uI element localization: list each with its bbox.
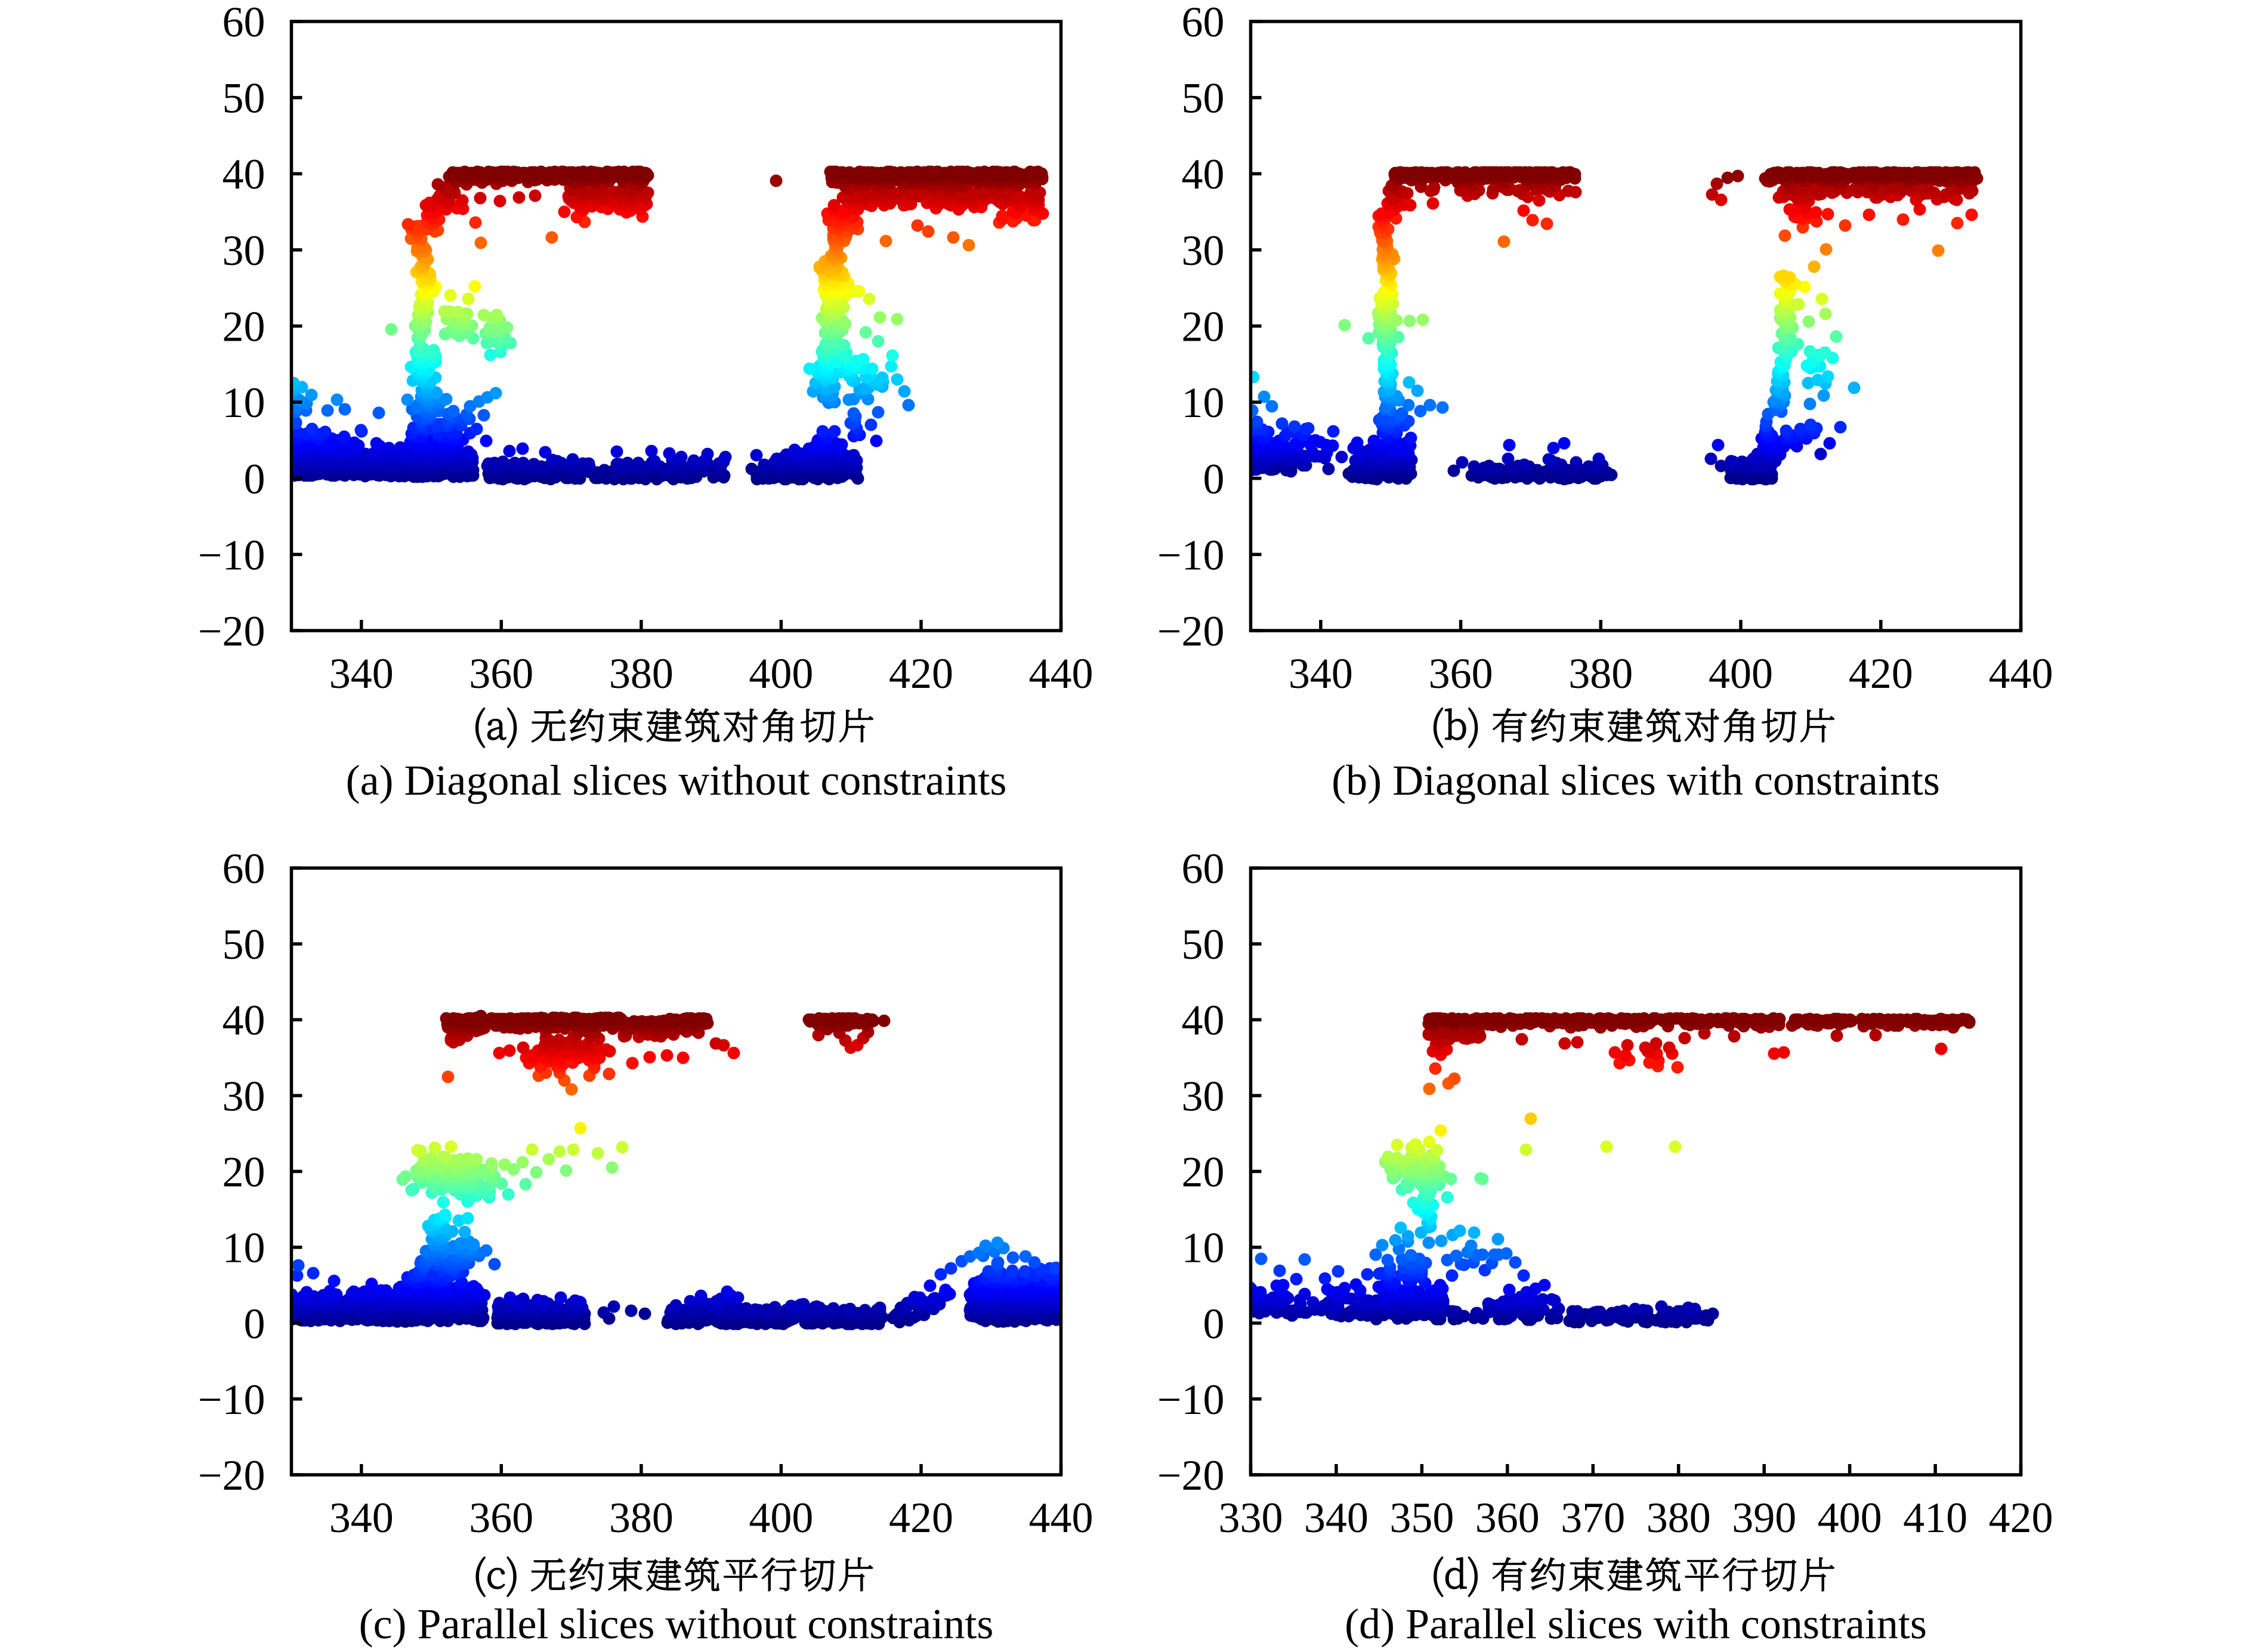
svg-text:370: 370 [1561,1494,1625,1542]
svg-text:0: 0 [1203,1300,1225,1348]
svg-text:360: 360 [1475,1494,1540,1542]
svg-text:350: 350 [1389,1494,1454,1542]
svg-text:40: 40 [1182,996,1225,1044]
svg-text:10: 10 [223,1224,265,1272]
svg-text:60: 60 [223,845,265,893]
svg-text:−20: −20 [198,607,265,655]
svg-text:50: 50 [223,75,265,122]
svg-text:420: 420 [1849,650,1913,697]
svg-text:360: 360 [469,650,533,697]
svg-text:380: 380 [1568,650,1633,697]
svg-text:440: 440 [1989,650,2053,697]
svg-text:380: 380 [609,650,674,697]
svg-text:10: 10 [1182,379,1225,427]
svg-text:(d) Parallel slices with const: (d) Parallel slices with constraints [1345,1600,1927,1648]
svg-text:400: 400 [1709,650,1773,697]
svg-text:20: 20 [1182,1148,1225,1196]
svg-text:340: 340 [329,1494,394,1542]
svg-text:−20: −20 [1157,607,1225,655]
svg-text:60: 60 [1182,845,1225,893]
svg-text:330: 330 [1219,1494,1283,1542]
svg-text:10: 10 [223,379,265,427]
svg-text:−20: −20 [198,1452,265,1499]
svg-text:40: 40 [223,996,265,1044]
svg-text:−10: −10 [1157,531,1225,579]
svg-text:360: 360 [469,1494,533,1542]
svg-text:340: 340 [1304,1494,1369,1542]
svg-text:10: 10 [1182,1224,1225,1272]
svg-text:−20: −20 [1157,1452,1225,1499]
svg-text:40: 40 [1182,150,1225,198]
svg-text:−10: −10 [198,1376,265,1424]
svg-text:0: 0 [244,1300,265,1348]
svg-text:420: 420 [889,1494,953,1542]
svg-text:400: 400 [749,1494,813,1542]
svg-text:30: 30 [1182,1072,1225,1120]
svg-text:60: 60 [1182,0,1225,46]
svg-text:340: 340 [1289,650,1353,697]
svg-text:30: 30 [223,1072,265,1120]
svg-text:380: 380 [1647,1494,1711,1542]
svg-text:50: 50 [1182,75,1225,122]
svg-text:60: 60 [223,0,265,46]
svg-text:340: 340 [329,650,394,697]
svg-text:−10: −10 [198,531,265,579]
svg-text:20: 20 [223,1148,265,1196]
svg-text:390: 390 [1732,1494,1796,1542]
svg-text:30: 30 [1182,227,1225,274]
svg-text:440: 440 [1029,650,1093,697]
svg-text:50: 50 [223,921,265,968]
svg-text:420: 420 [1989,1494,2053,1542]
svg-text:40: 40 [223,150,265,198]
svg-text:(a) Diagonal slices without co: (a) Diagonal slices without constraints [346,756,1007,804]
svg-text:440: 440 [1029,1494,1093,1542]
svg-text:400: 400 [749,650,813,697]
svg-text:410: 410 [1903,1494,1967,1542]
svg-text:420: 420 [889,650,953,697]
svg-text:20: 20 [223,303,265,351]
svg-text:20: 20 [1182,303,1225,351]
svg-text:−10: −10 [1157,1376,1225,1424]
svg-text:50: 50 [1182,921,1225,968]
svg-text:30: 30 [223,227,265,274]
svg-text:(b) Diagonal slices with const: (b) Diagonal slices with constraints [1332,756,1940,804]
svg-text:0: 0 [1203,455,1225,503]
svg-text:380: 380 [609,1494,674,1542]
svg-text:360: 360 [1429,650,1493,697]
svg-text:400: 400 [1818,1494,1882,1542]
svg-text:(c) Parallel slices without co: (c) Parallel slices without constraints [359,1600,994,1648]
svg-text:0: 0 [244,455,265,503]
